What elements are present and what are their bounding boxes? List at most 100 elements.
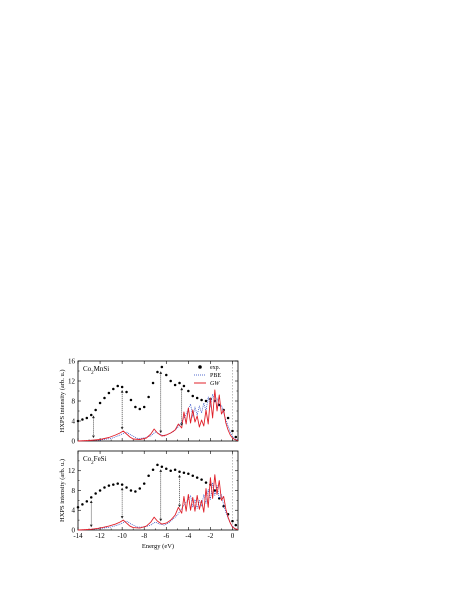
pbe-series-line <box>77 482 239 531</box>
exp-data-point <box>165 467 168 471</box>
x-tick-label: -2 <box>207 532 213 540</box>
exp-data-point <box>85 416 89 420</box>
legend-exp-marker <box>198 365 202 369</box>
peak-arrow-head <box>180 423 184 426</box>
x-tick-label: 0 <box>231 532 235 540</box>
peak-arrow-head <box>120 390 124 393</box>
y-tick-label: 12 <box>68 377 76 385</box>
exp-data-point <box>89 413 93 417</box>
peak-arrow-head <box>180 387 184 391</box>
exp-data-point <box>98 401 102 405</box>
exp-data-point <box>94 408 97 412</box>
exp-data-point <box>160 365 164 369</box>
exp-data-point <box>151 381 155 385</box>
peak-arrow-head <box>89 500 93 504</box>
peak-arrow-head <box>120 487 124 491</box>
exp-data-point <box>107 484 111 487</box>
exp-data-point <box>234 523 238 527</box>
exp-data-point <box>191 474 195 477</box>
exp-data-point <box>195 476 199 479</box>
exp-data-point <box>116 482 119 485</box>
exp-data-point <box>107 391 111 395</box>
exp-data-point <box>156 370 159 374</box>
exp-data-point <box>234 435 238 439</box>
exp-data-point <box>204 399 208 403</box>
exp-data-point <box>187 389 190 393</box>
exp-data-point <box>81 503 84 506</box>
exp-data-point <box>129 489 133 492</box>
legend-label: PBE <box>210 373 221 379</box>
exp-data-point <box>142 405 146 409</box>
x-tick-label: -8 <box>141 532 147 540</box>
exp-data-point <box>103 396 106 400</box>
exp-data-point <box>226 416 230 420</box>
exp-data-point <box>173 383 177 387</box>
exp-data-point <box>138 487 142 490</box>
exp-data-point <box>81 418 84 421</box>
exp-data-point <box>231 429 234 433</box>
peak-arrow-head <box>120 516 124 519</box>
exp-data-point <box>120 483 124 486</box>
peak-arrow-head <box>178 504 181 508</box>
x-tick-label: -6 <box>163 532 169 540</box>
exp-data-point <box>204 481 208 484</box>
exp-data-point <box>178 470 181 473</box>
exp-data-point <box>165 373 168 377</box>
exp-data-point <box>200 478 203 481</box>
gw-series-line <box>77 389 239 442</box>
y-tick-label: 4 <box>72 507 76 515</box>
panel-label: Co2FeSi <box>83 455 107 466</box>
exp-data-point <box>195 396 199 400</box>
peak-arrow-head <box>92 435 95 439</box>
exp-data-point <box>191 394 195 398</box>
y-tick-label: 0 <box>72 526 76 534</box>
exp-data-point <box>103 486 106 489</box>
exp-data-point <box>125 390 128 394</box>
exp-data-point <box>147 474 150 477</box>
x-axis-label: Energy (eV) <box>142 543 174 550</box>
exp-data-point <box>76 419 80 423</box>
peak-arrow-head <box>89 524 93 528</box>
exp-data-point <box>182 471 186 474</box>
exp-data-point <box>187 472 190 475</box>
gw-series-line <box>77 474 239 531</box>
y-axis-label: HXPS intensity (arb. u.) <box>59 369 66 432</box>
y-tick-label: 4 <box>72 417 76 425</box>
legend-label: exp. <box>210 365 221 371</box>
x-tick-label: -4 <box>185 532 191 540</box>
exp-data-point <box>134 490 137 493</box>
pbe-series-line <box>77 393 239 442</box>
exp-data-point <box>112 387 115 391</box>
y-tick-label: 8 <box>72 397 76 405</box>
exp-data-point <box>200 398 203 402</box>
panel-label: Co2MnSi <box>83 365 109 376</box>
exp-data-point <box>142 482 146 485</box>
exp-data-point <box>98 489 102 492</box>
exp-data-point <box>156 463 159 467</box>
x-tick-label: -14 <box>73 532 83 540</box>
legend-label: GW <box>210 381 220 387</box>
peak-arrow-head <box>159 469 163 472</box>
exp-data-point <box>169 379 172 383</box>
exp-data-point <box>76 506 80 509</box>
y-tick-label: 12 <box>68 467 76 475</box>
exp-data-point <box>94 492 97 495</box>
peak-arrow-head <box>159 371 163 374</box>
x-tick-label: -10 <box>117 532 127 540</box>
exp-data-point <box>134 405 137 409</box>
panel-bottom: 0 4 8 12 -14 -12 -10 -8 -6 -4 -2 0 HXPS intensity (a… <box>59 450 239 550</box>
exp-data-point <box>112 483 115 486</box>
exp-data-point <box>138 407 142 411</box>
exp-data-point <box>231 519 234 523</box>
peak-arrow-head <box>178 474 181 478</box>
peak-arrow-head <box>92 415 95 419</box>
peak-arrow-head <box>120 427 124 430</box>
y-tick-label: 0 <box>72 437 76 445</box>
exp-data-point <box>120 385 124 389</box>
exp-data-point <box>89 496 93 499</box>
peak-arrow-head <box>159 430 163 434</box>
exp-data-point <box>173 468 177 472</box>
exp-data-point <box>169 469 172 472</box>
